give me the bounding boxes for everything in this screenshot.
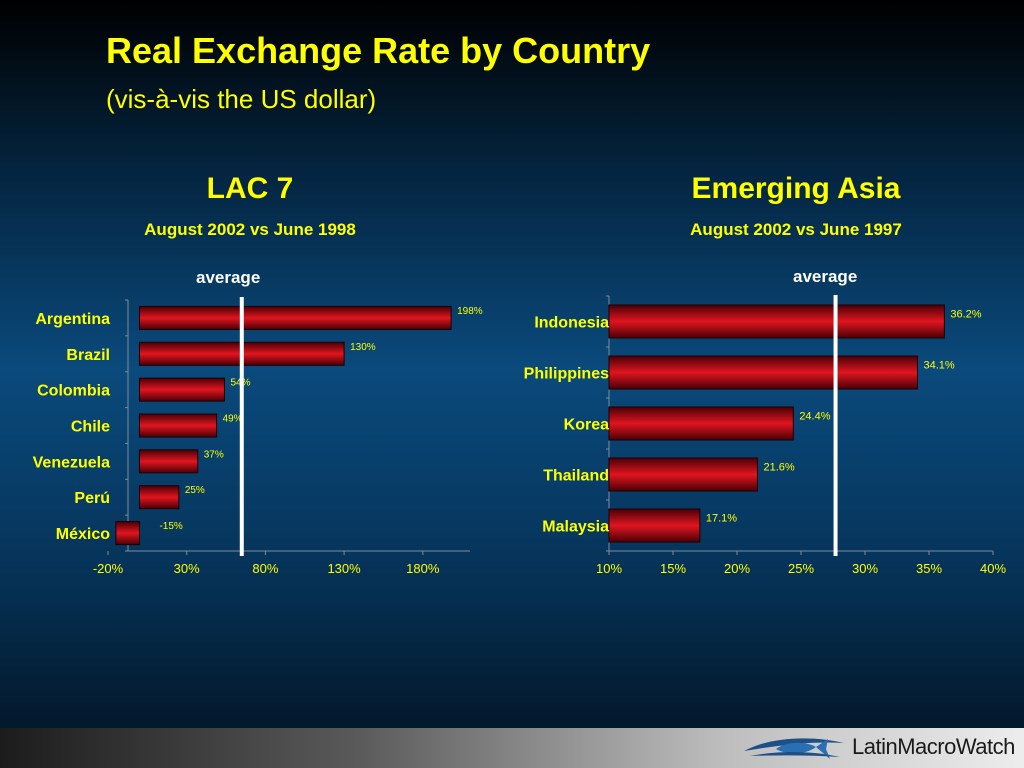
x-tick-label: 10% <box>596 561 622 576</box>
value-label: 36.2% <box>950 309 981 321</box>
category-label: Korea <box>564 417 609 434</box>
x-tick-label: 40% <box>980 561 1006 576</box>
x-tick-label: 15% <box>660 561 686 576</box>
lac7-chart-title: LAC 7 <box>206 172 294 205</box>
value-label: 21.6% <box>763 462 794 474</box>
value-label: 25% <box>185 485 205 496</box>
value-label: 34.1% <box>923 360 954 372</box>
bar <box>138 377 225 402</box>
bar <box>608 457 758 492</box>
fish-swoosh-icon <box>744 738 844 759</box>
x-tick-label: 180% <box>406 561 440 576</box>
category-label: Malaysia <box>542 519 609 536</box>
value-label: 37% <box>204 449 224 460</box>
category-label: Venezuela <box>33 454 110 471</box>
x-tick-label: 30% <box>852 561 878 576</box>
category-label: Perú <box>74 490 110 507</box>
page-title: Real Exchange Rate by Country <box>106 30 651 71</box>
x-tick-label: -20% <box>93 561 124 576</box>
asia-chart-subtitle: August 2002 vs June 1997 <box>690 220 902 239</box>
category-label: Thailand <box>543 468 609 485</box>
x-tick-label: 130% <box>327 561 361 576</box>
bar <box>115 521 140 546</box>
x-tick-label: 35% <box>916 561 942 576</box>
asia-chart-title: Emerging Asia <box>691 172 901 205</box>
page-subtitle: (vis-à-vis the US dollar) <box>106 84 377 114</box>
asia-average-label: average <box>793 267 858 286</box>
value-label: 24.4% <box>799 411 830 423</box>
x-tick-label: 30% <box>174 561 200 576</box>
category-label: México <box>56 526 110 543</box>
category-label: Colombia <box>37 383 110 400</box>
bar <box>608 355 918 390</box>
value-label: 17.1% <box>706 513 737 525</box>
footer-brand: LatinMacroWatch <box>852 734 1015 759</box>
category-label: Chile <box>71 419 110 436</box>
x-tick-label: 25% <box>788 561 814 576</box>
category-label: Brazil <box>66 347 110 364</box>
value-label: -15% <box>159 521 182 532</box>
bar <box>138 449 199 474</box>
category-label: Argentina <box>35 311 110 328</box>
category-label: Indonesia <box>534 315 609 332</box>
category-label: Philippines <box>524 366 609 383</box>
x-tick-label: 80% <box>252 561 278 576</box>
bar <box>608 304 945 339</box>
lac7-chart-subtitle: August 2002 vs June 1998 <box>144 220 356 239</box>
bar <box>138 413 218 438</box>
value-label: 198% <box>457 306 483 317</box>
value-label: 49% <box>223 414 243 425</box>
bar <box>608 508 701 543</box>
x-tick-label: 20% <box>724 561 750 576</box>
value-label: 130% <box>350 342 376 353</box>
lac7-bar-chart: -20% 30% 80% 130% 180% Argentina 198% Brazil 130… <box>33 297 483 576</box>
bar <box>138 485 180 510</box>
lac7-average-label: average <box>196 268 261 287</box>
asia-bar-chart: 10% 15% 20% 25% 30% 35% 40% Indonesia 36.2% Phili… <box>524 295 1006 576</box>
bar <box>608 406 794 441</box>
footer-bar <box>0 728 1024 768</box>
bar <box>138 305 452 330</box>
